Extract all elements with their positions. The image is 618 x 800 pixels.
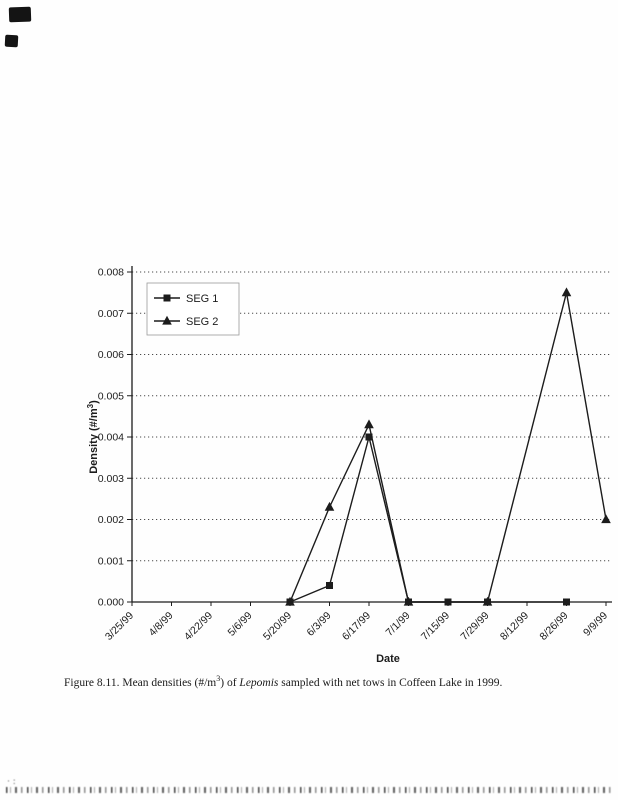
svg-text:6/3/99: 6/3/99 [304,610,333,639]
caption-superscript: 3 [216,674,221,683]
svg-text:7/15/99: 7/15/99 [419,610,452,643]
scan-noise-bottom-edge [6,787,612,793]
svg-text:9/9/99: 9/9/99 [581,610,610,639]
svg-text:SEG 1: SEG 1 [186,293,218,305]
svg-text:0.007: 0.007 [98,308,124,320]
svg-text:5/6/99: 5/6/99 [225,610,254,639]
caption-suffix: sampled with net tows in Coffeen Lake in… [278,676,503,689]
svg-text:0.001: 0.001 [98,555,124,567]
caption-prefix: Figure 8.11. Mean densities (#/m [64,676,217,689]
caption-species-name: Lepomis [239,676,279,689]
svg-text:7/29/99: 7/29/99 [458,610,491,643]
figure-caption: Figure 8.11. Mean densities (#/m3) of Le… [64,674,594,689]
svg-text:0.000: 0.000 [98,597,124,609]
svg-text:0.002: 0.002 [98,514,124,526]
svg-text:5/20/99: 5/20/99 [261,610,294,643]
svg-text:Density (#/m3): Density (#/m3) [86,400,100,474]
svg-text:Date: Date [376,653,400,665]
svg-text:0.005: 0.005 [98,390,124,402]
svg-text:SEG 2: SEG 2 [186,316,218,328]
svg-text:0.003: 0.003 [98,473,124,485]
svg-text:0.006: 0.006 [98,349,124,361]
caption-after-sup: ) of [220,676,240,689]
svg-text:0.008: 0.008 [98,267,124,279]
svg-text:6/17/99: 6/17/99 [340,610,373,643]
svg-text:3/25/99: 3/25/99 [103,610,136,643]
svg-text:4/22/99: 4/22/99 [182,610,215,643]
scan-artifact-bottom-left: ·: [7,776,19,786]
svg-text:8/26/99: 8/26/99 [537,610,570,643]
svg-text:0.004: 0.004 [98,432,124,444]
svg-text:4/8/99: 4/8/99 [146,610,175,639]
svg-text:7/1/99: 7/1/99 [383,610,412,639]
svg-text:8/12/99: 8/12/99 [498,610,531,643]
